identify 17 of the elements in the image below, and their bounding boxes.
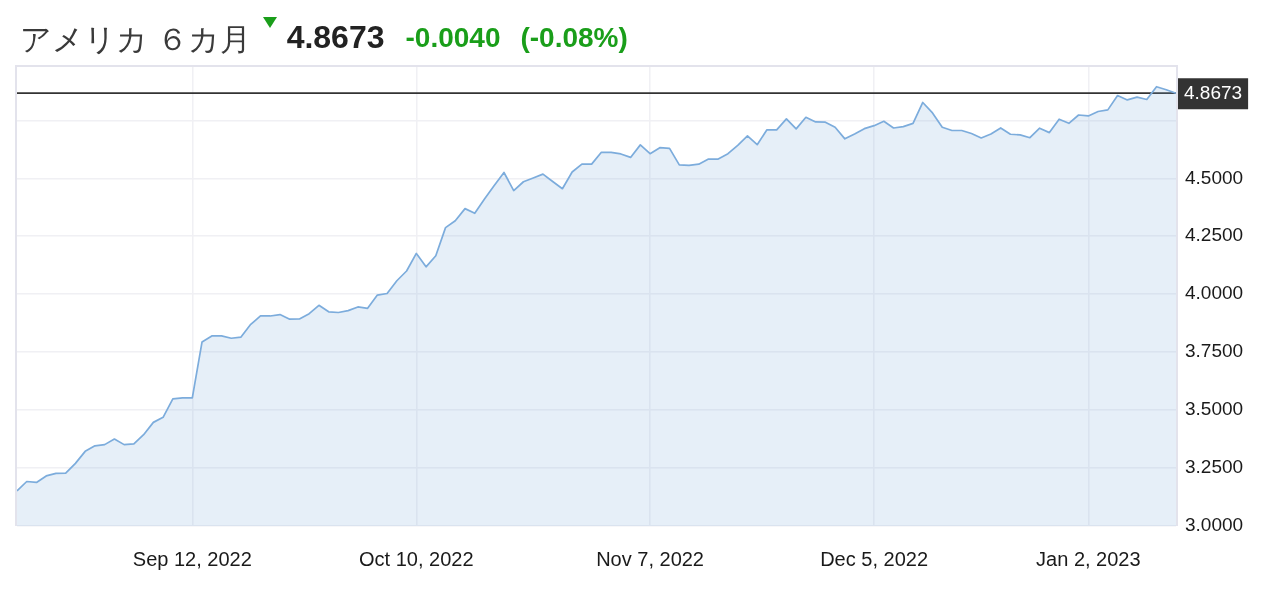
text: 4.8673: [286, 18, 385, 57]
y-tick-label: 3.7500: [1185, 340, 1244, 362]
y-tick-label: 4.5000: [1185, 166, 1244, 188]
x-tick-label: Jan 2, 2023: [1036, 547, 1141, 570]
y-tick-label: 4.2500: [1185, 224, 1244, 246]
text: -0.0040: [405, 21, 501, 55]
x-tick-label: Dec 5, 2022: [820, 547, 929, 570]
y-tick-label: 3.0000: [1185, 514, 1244, 536]
ref-line-label: 4.8673: [1184, 82, 1243, 104]
x-tick-label: Nov 7, 2022: [596, 547, 704, 570]
text: (-0.08%): [520, 21, 628, 55]
x-tick-label: Oct 10, 2022: [359, 547, 474, 570]
y-tick-label: 3.2500: [1185, 456, 1244, 478]
x-tick-label: Sep 12, 2022: [132, 547, 252, 570]
y-tick-label: 3.5000: [1185, 398, 1244, 420]
chart-title: アメリカ ６カ月: [20, 21, 251, 59]
y-tick-label: 4.0000: [1185, 282, 1244, 304]
